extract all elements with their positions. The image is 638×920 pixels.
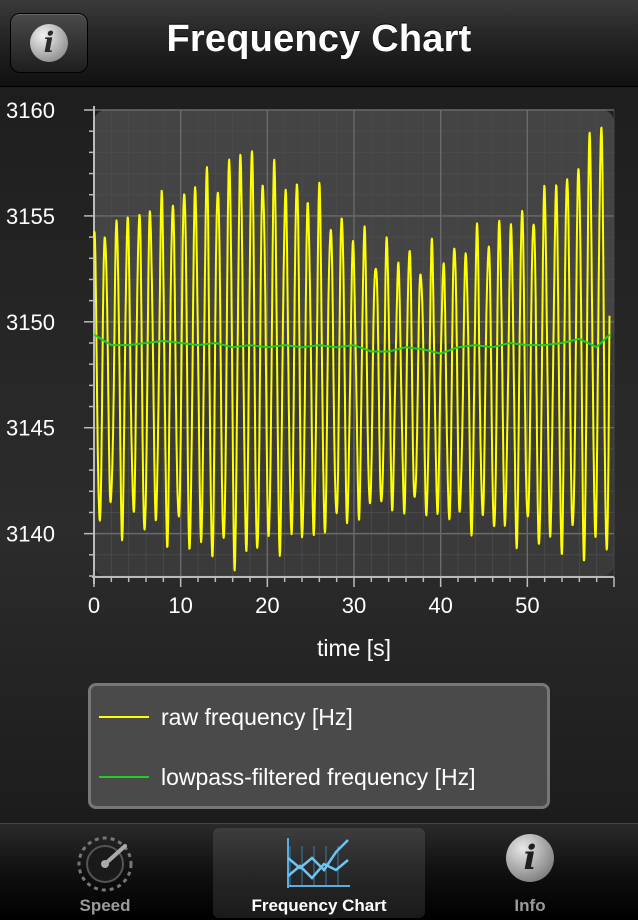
legend-label-raw: raw frequency [Hz] [161,703,353,730]
legend-label-filtered: lowpass-filtered frequency [Hz] [161,763,476,790]
info-button[interactable]: i [10,13,88,73]
page-title: Frequency Chart [166,18,472,60]
tab-frequency-chart[interactable]: Frequency Chart [213,824,425,920]
selected-tab-highlight [213,828,425,918]
x-tick-label: 30 [342,593,366,618]
series-raw-frequency-line [93,126,611,572]
x-tick-label: 40 [428,593,452,618]
chart-icon [287,838,350,888]
tab-speed[interactable]: Speed [45,824,165,920]
speedometer-icon [77,836,133,892]
frequency-chart: 0 10 20 30 40 50 3140 3145 3150 3155 3160 time [s] [6,98,615,661]
x-tick-label: 10 [168,593,192,618]
y-tick-label: 3150 [6,310,55,335]
tab-label-speed: Speed [79,896,131,915]
x-axis-label: time [s] [317,635,391,661]
legend-swatch-filtered [99,776,149,778]
legend-swatch-raw [99,716,149,718]
legend-item-filtered: lowpass-filtered frequency [Hz] [99,762,475,792]
y-tick-label: 3140 [6,522,55,547]
x-tick-label: 50 [515,593,539,618]
legend-item-raw: raw frequency [Hz] [99,702,353,732]
navigation-bar: i Frequency Chart [0,0,638,87]
info-icon: i [506,834,554,882]
tab-label-frequency-chart: Frequency Chart [251,896,387,915]
tab-bar: Speed Frequency Chart i Info [0,823,638,920]
chart-legend: raw frequency [Hz] lowpass-filtered freq… [88,683,550,809]
tab-label-info: Info [514,896,546,915]
y-tick-label: 3145 [6,416,55,441]
y-tick-label: 3155 [6,204,55,229]
x-tick-label: 20 [255,593,279,618]
x-tick-label: 0 [88,593,100,618]
info-icon: i [30,24,68,62]
tab-info[interactable]: i Info [470,824,590,920]
series-lowpass-filtered-line [93,333,611,355]
y-tick-label: 3160 [6,98,55,123]
